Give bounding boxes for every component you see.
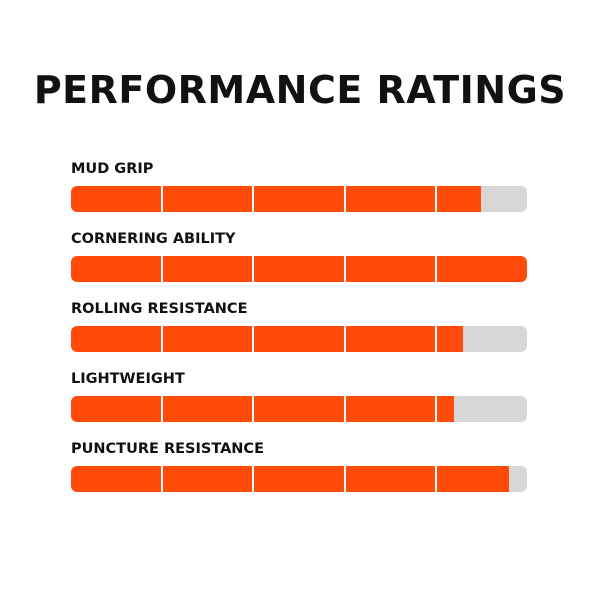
rating-bar-track (71, 396, 527, 422)
segment-divider (343, 256, 346, 282)
rating-rolling-resistance: ROLLING RESISTANCE (71, 298, 527, 368)
segment-divider (434, 396, 437, 422)
ratings-list: MUD GRIP CORNERING ABILITY ROLLING RESIS… (71, 158, 527, 508)
segment-divider (252, 466, 255, 492)
segment-divider (434, 326, 437, 352)
segment-divider (252, 256, 255, 282)
page-title: PERFORMANCE RATINGS (33, 68, 567, 112)
rating-cornering-ability: CORNERING ABILITY (71, 228, 527, 298)
segment-divider (252, 396, 255, 422)
rating-label: ROLLING RESISTANCE (71, 301, 248, 317)
segment-divider (343, 186, 346, 212)
segment-divider (161, 326, 164, 352)
rating-bar-track (71, 466, 527, 492)
rating-bar-track (71, 186, 527, 212)
segment-divider (161, 186, 164, 212)
rating-bar-fill (71, 326, 464, 352)
rating-label: PUNCTURE RESISTANCE (71, 441, 264, 457)
rating-lightweight: LIGHTWEIGHT (71, 368, 527, 438)
segment-divider (343, 326, 346, 352)
segment-divider (161, 396, 164, 422)
segment-divider (161, 466, 164, 492)
rating-label: MUD GRIP (71, 161, 154, 177)
segment-divider (252, 326, 255, 352)
rating-mud-grip: MUD GRIP (71, 158, 527, 228)
segment-divider (343, 396, 346, 422)
rating-label: LIGHTWEIGHT (71, 371, 185, 387)
rating-bar-fill (71, 186, 482, 212)
segment-divider (161, 256, 164, 282)
rating-bar-fill (71, 396, 455, 422)
rating-bar-track (71, 256, 527, 282)
rating-bar-fill (71, 466, 509, 492)
segment-divider (434, 466, 437, 492)
rating-bar-fill (71, 256, 527, 282)
rating-bar-track (71, 326, 527, 352)
segment-divider (434, 256, 437, 282)
segment-divider (434, 186, 437, 212)
rating-puncture-resistance: PUNCTURE RESISTANCE (71, 438, 527, 508)
segment-divider (252, 186, 255, 212)
segment-divider (343, 466, 346, 492)
rating-label: CORNERING ABILITY (71, 231, 236, 247)
